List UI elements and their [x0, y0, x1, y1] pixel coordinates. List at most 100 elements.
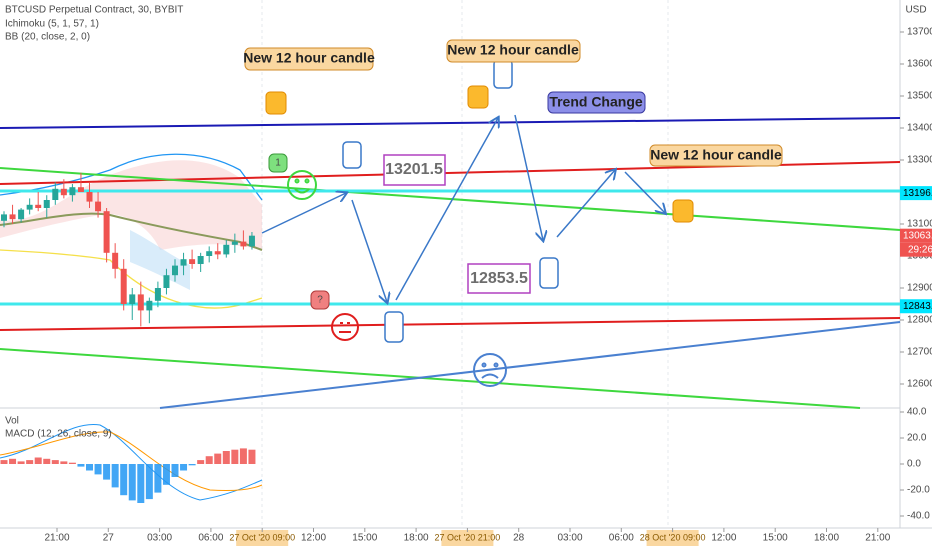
histogram-bar — [60, 461, 68, 464]
histogram-bar — [17, 461, 25, 464]
price-tick-label: 13100.0 — [907, 219, 932, 230]
time-label: 15:00 — [763, 533, 788, 544]
signal-line — [0, 431, 263, 491]
macd-line — [0, 423, 263, 501]
histogram-bar — [137, 464, 145, 503]
price-tick-label: 12700.0 — [907, 347, 932, 358]
time-label: 28 Oct '20 09:00 — [640, 532, 706, 542]
macd-tick-label: -40.0 — [907, 511, 930, 522]
level-text: 13201.5 — [385, 161, 443, 178]
candle-body — [231, 241, 238, 245]
price-tick-label: 13700.0 — [907, 27, 932, 38]
histogram-bar — [86, 464, 93, 471]
price-tick-label: 13500.0 — [907, 91, 932, 102]
histogram-bar — [248, 449, 256, 464]
candle-body — [9, 214, 16, 220]
time-label: 27 Oct '20 09:00 — [229, 532, 295, 542]
histogram-bar — [222, 451, 230, 464]
macd-histogram — [0, 448, 256, 503]
time-label: 03:00 — [557, 533, 582, 544]
bb-upper — [0, 153, 263, 201]
smiley-happy — [287, 170, 317, 200]
callout-box — [649, 144, 783, 167]
candle-body — [26, 204, 33, 210]
candle-body — [223, 244, 230, 255]
histogram-bar — [231, 449, 239, 464]
trend-line-green — [0, 348, 861, 409]
candle-body — [1, 214, 7, 221]
callout-box — [244, 47, 374, 71]
histogram-bar — [68, 462, 76, 464]
candle-body — [163, 275, 170, 288]
price-tick-label: 12800.0 — [907, 315, 932, 326]
histogram-bar — [34, 457, 42, 464]
price-tick-label: 13600.0 — [907, 59, 932, 70]
symbol-title: BTCUSD Perpetual Contract, 30, BYBIT — [5, 5, 183, 16]
price-marker-label: 13063.5 — [903, 230, 932, 241]
trend-line-red — [0, 317, 901, 331]
callout-text: New 12 hour candle — [650, 147, 782, 163]
price-tick-label: 13300.0 — [907, 155, 932, 166]
histogram-bar — [9, 458, 17, 464]
histogram-bar — [171, 464, 179, 477]
histogram-bar — [120, 464, 128, 496]
level-text: 12853.5 — [470, 270, 528, 287]
candle-body — [35, 204, 42, 208]
callout-text: Trend Change — [549, 94, 643, 110]
smiley-sad — [473, 353, 507, 387]
callout-box — [547, 91, 646, 114]
candle-body — [137, 294, 144, 311]
histogram-bar — [0, 460, 8, 464]
time-label: 15:00 — [352, 533, 377, 544]
candle-body — [129, 294, 136, 304]
candle-body — [189, 259, 196, 264]
candle-body — [52, 188, 59, 200]
candle-body — [103, 211, 110, 253]
candle-body — [77, 187, 84, 192]
macd-tick-label: 0.0 — [907, 459, 921, 470]
candle-body — [240, 241, 247, 247]
time-label: 18:00 — [404, 533, 429, 544]
indicator-label: Vol — [5, 416, 19, 427]
price-tick-label: 13400.0 — [907, 123, 932, 134]
pointer-icons — [342, 59, 559, 343]
candle-body — [214, 251, 221, 255]
candle-body — [197, 256, 204, 264]
bubble — [310, 290, 330, 310]
candle-body — [172, 265, 178, 276]
time-label: 28 — [513, 533, 525, 544]
indicator-label: BB (20, close, 2, 0) — [5, 32, 90, 43]
histogram-bar — [188, 464, 196, 466]
ichimoku-cloud — [0, 160, 262, 250]
histogram-bar — [239, 448, 247, 464]
level-box — [467, 263, 531, 294]
price-tick-label: 12600.0 — [907, 379, 932, 390]
histogram-bar — [180, 464, 188, 471]
price-marker-label: 12843.0 — [903, 301, 932, 312]
candle-body — [154, 288, 161, 301]
candle-body — [43, 200, 50, 208]
time-label: 03:00 — [147, 533, 172, 544]
time-label: 06:00 — [198, 533, 223, 544]
histogram-bar — [94, 464, 102, 475]
price-marker — [900, 186, 932, 201]
histogram-bar — [77, 464, 85, 467]
callout-box — [446, 39, 581, 63]
time-label: 21:00 — [865, 533, 890, 544]
candle-body — [86, 192, 93, 202]
level-box — [383, 154, 446, 186]
price-marker — [900, 299, 932, 314]
candle-body — [112, 252, 119, 269]
histogram-bar — [154, 464, 162, 493]
candle-body — [120, 268, 127, 304]
histogram-bar — [128, 464, 136, 501]
candle-body — [248, 235, 255, 247]
candle-body — [206, 251, 213, 256]
candle-body — [18, 209, 25, 220]
session-lines — [261, 0, 669, 528]
candle-body — [146, 300, 153, 311]
time-label: 18:00 — [814, 533, 839, 544]
